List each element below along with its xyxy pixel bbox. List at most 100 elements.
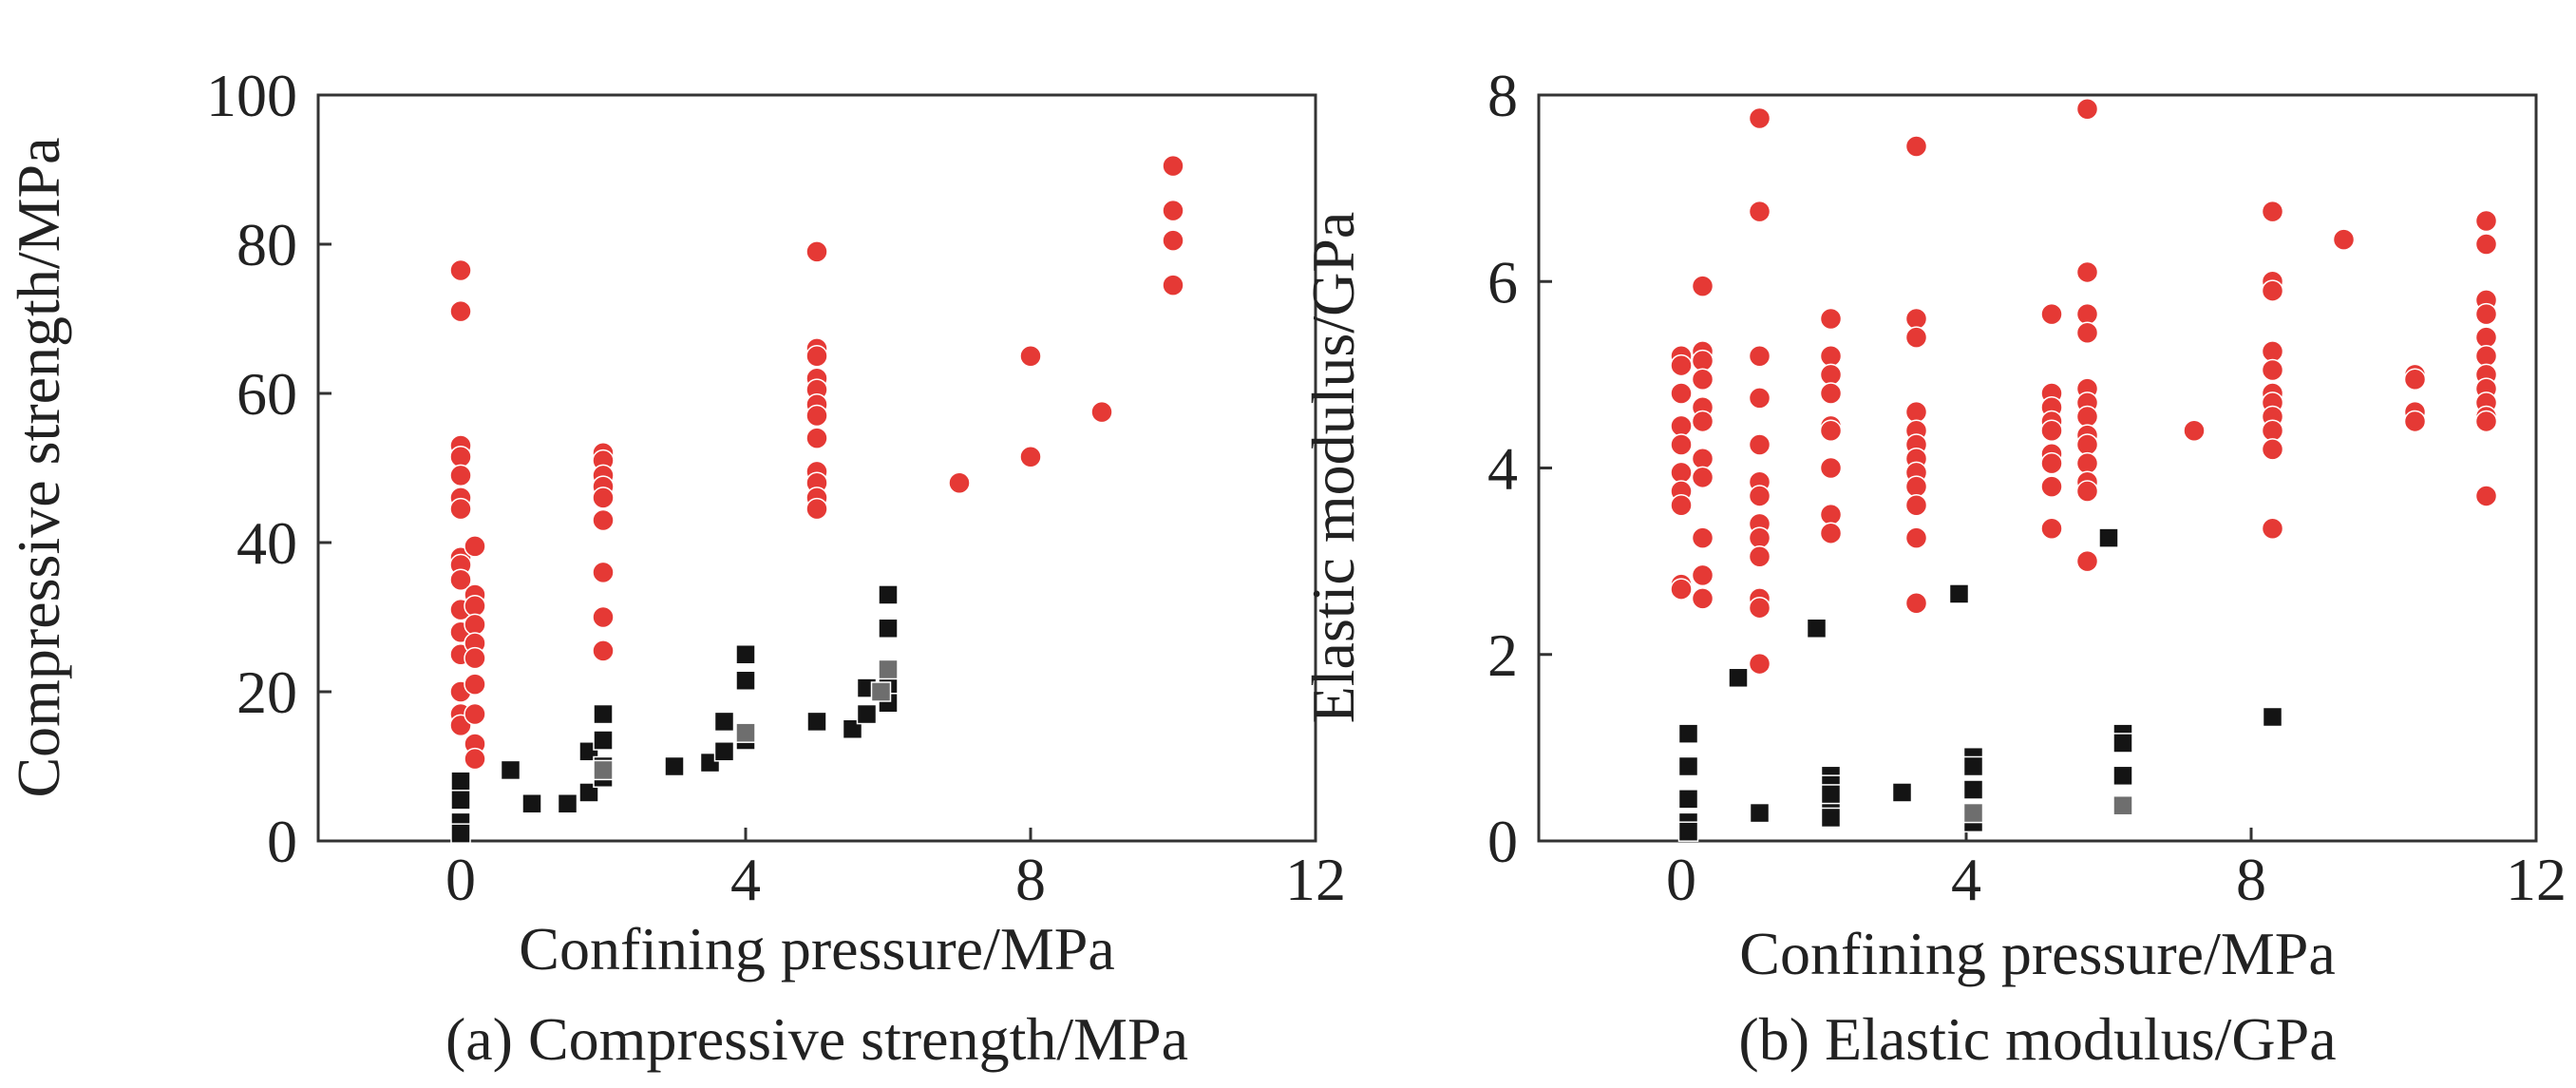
data-point-circle [948, 471, 971, 494]
x-tick-label: 12 [1285, 846, 1346, 913]
data-point-square [870, 681, 892, 702]
data-point-circle [2075, 405, 2099, 429]
data-point-circle [1162, 229, 1184, 252]
data-point-circle [464, 673, 486, 696]
data-point-square [2098, 527, 2119, 548]
x-tick-label: 8 [2236, 846, 2266, 913]
data-point-circle [2040, 302, 2063, 326]
data-point-circle [1904, 592, 1928, 615]
data-point-circle [592, 639, 615, 662]
y-tick-label: 2 [1487, 621, 1518, 689]
data-point-circle [1162, 154, 1184, 178]
data-point-circle [1670, 382, 1693, 405]
data-point-circle [1162, 274, 1184, 296]
data-point-square [2262, 706, 2283, 728]
data-point-square [1820, 784, 1842, 805]
data-point-circle [2075, 480, 2099, 503]
data-point-circle [592, 605, 615, 629]
x-tick-label: 8 [1015, 846, 1046, 913]
data-point-square [806, 711, 827, 733]
data-point-circle [1691, 349, 1714, 372]
data-point-circle [1019, 345, 1042, 368]
data-point-square [593, 759, 614, 781]
data-point-square [500, 759, 521, 781]
data-point-circle [449, 464, 472, 487]
data-point-circle [2474, 302, 2498, 326]
data-point-circle [1691, 563, 1714, 587]
data-point-circle [2075, 451, 2099, 475]
data-point-circle [1748, 652, 1771, 676]
y-tick-label: 4 [1487, 435, 1518, 503]
data-point-circle [2075, 433, 2099, 456]
data-point-circle [449, 445, 472, 468]
data-point-circle [2474, 233, 2498, 256]
data-point-circle [1819, 503, 1843, 526]
data-point-circle [2332, 228, 2356, 251]
data-point-circle [1748, 544, 1771, 568]
data-point-square [713, 741, 735, 762]
x-tick-label: 4 [1951, 846, 1981, 913]
data-point-square [735, 722, 756, 743]
data-point-circle [449, 258, 472, 282]
data-point-circle [1748, 485, 1771, 507]
data-point-circle [1670, 461, 1693, 485]
data-point-circle [2075, 302, 2099, 326]
data-point-circle [464, 613, 486, 637]
data-point-circle [2261, 517, 2284, 541]
x-axis-label-b: Confining pressure/MPa [1739, 920, 2336, 987]
data-point-square [557, 793, 578, 814]
data-point-square [1677, 723, 1699, 744]
data-point-square [878, 618, 899, 639]
data-point-square [1677, 821, 1699, 842]
data-point-circle [1904, 400, 1928, 424]
data-point-circle [2075, 97, 2099, 121]
chart-compressive-strength: 0 4 8 12 0 20 40 60 80 100 Confining pressure/MPa… [5, 62, 1346, 1073]
data-point-circle [1670, 494, 1693, 517]
data-point-circle [449, 299, 472, 323]
data-point-circle [2040, 517, 2063, 541]
data-point-square [1806, 618, 1828, 639]
data-point-square [664, 755, 685, 777]
y-axis-label-a: Compressive strength/MPa [5, 137, 72, 797]
data-point-circle [592, 508, 615, 532]
data-point-circle [805, 345, 828, 368]
x-tick-label: 0 [1666, 846, 1696, 913]
data-point-square [1962, 802, 1984, 824]
data-point-circle [2261, 358, 2284, 382]
data-point-circle [805, 497, 828, 521]
data-point-circle [1670, 414, 1693, 438]
data-point-circle [1748, 387, 1771, 410]
data-point-circle [1670, 578, 1693, 601]
data-point-square [521, 793, 542, 814]
plot-frame-a [316, 93, 1317, 843]
data-point-square [856, 703, 878, 725]
chart-elastic-modulus: 0 4 8 12 0 2 4 6 8 Confining pressure/MPa Elasti… [1299, 62, 2567, 1073]
data-point-circle [1748, 433, 1771, 456]
y-tick-label: 8 [1487, 62, 1518, 129]
y-tick-label: 60 [237, 360, 297, 428]
data-point-square [735, 670, 756, 691]
data-point-circle [592, 561, 615, 584]
data-point-circle [1904, 475, 1928, 498]
data-point-square [878, 659, 899, 680]
data-point-circle [1904, 494, 1928, 517]
y-tick-label: 0 [1487, 808, 1518, 875]
data-point-circle [1748, 106, 1771, 130]
data-point-circle [2261, 419, 2284, 442]
data-point-square [2112, 765, 2133, 787]
data-point-circle [1748, 345, 1771, 368]
data-point-circle [1819, 363, 1843, 387]
data-point-circle [1162, 199, 1184, 222]
data-point-circle [1691, 368, 1714, 391]
data-point-circle [1670, 433, 1693, 456]
data-point-circle [2474, 209, 2498, 233]
data-point-square [713, 711, 735, 733]
data-point-square [450, 823, 471, 844]
data-point-circle [2075, 260, 2099, 284]
x-tick-label: 12 [2506, 846, 2567, 913]
data-point-circle [1819, 419, 1843, 442]
data-point-circle [2474, 326, 2498, 349]
data-point-circle [1691, 275, 1714, 297]
data-point-circle [464, 646, 486, 670]
data-point-square [1749, 802, 1771, 824]
